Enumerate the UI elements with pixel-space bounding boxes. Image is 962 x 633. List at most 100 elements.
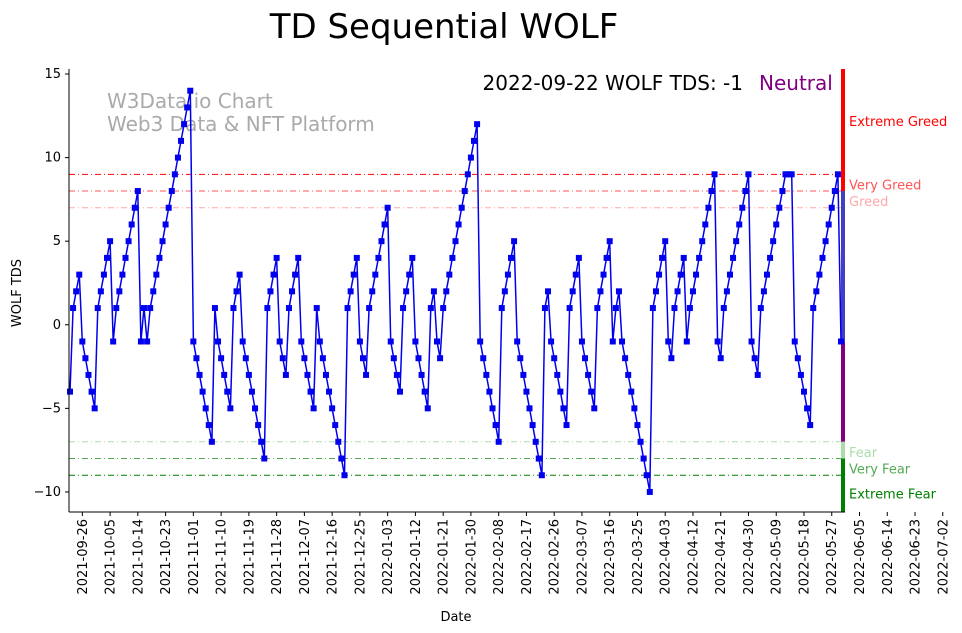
data-point [452, 238, 459, 245]
x-tick-label: 2022-03-07 [575, 519, 590, 595]
data-point [612, 305, 619, 312]
data-point [563, 422, 570, 429]
data-point [822, 238, 829, 245]
data-point [227, 405, 234, 412]
data-point [730, 254, 737, 261]
data-point [205, 422, 212, 429]
data-point [474, 121, 481, 128]
data-point [517, 355, 524, 362]
data-point [791, 338, 798, 345]
data-point [310, 405, 317, 412]
data-point [141, 305, 148, 312]
x-tick-label: 2021-11-19 [242, 519, 257, 595]
data-point [659, 254, 666, 261]
threshold-label: Very Fear [849, 463, 911, 478]
data-point [797, 371, 804, 378]
data-point [264, 305, 271, 312]
x-tick-label: 2022-01-12 [409, 519, 424, 595]
data-point [304, 371, 311, 378]
x-tick-label: 2021-12-16 [326, 519, 341, 595]
data-point [421, 388, 428, 395]
data-point [828, 204, 835, 211]
threshold-label: Fear [849, 446, 878, 461]
data-point [211, 305, 218, 312]
data-point [415, 355, 422, 362]
data-point [471, 137, 478, 144]
x-tick-label: 2022-06-05 [853, 519, 868, 595]
data-point [233, 288, 240, 295]
data-point [800, 388, 807, 395]
data-point [332, 422, 339, 429]
data-point [760, 288, 767, 295]
data-point [554, 371, 561, 378]
data-point [107, 238, 114, 245]
data-point [834, 171, 841, 178]
data-point [70, 305, 77, 312]
data-point [637, 438, 644, 445]
data-point [671, 305, 678, 312]
data-point [248, 388, 255, 395]
data-point [390, 355, 397, 362]
data-point [665, 338, 672, 345]
data-point [384, 204, 391, 211]
data-point [674, 288, 681, 295]
data-point [409, 254, 416, 261]
y-tick-label: 15 [44, 67, 61, 82]
data-point [649, 305, 656, 312]
data-point [156, 254, 163, 261]
data-point [535, 455, 542, 462]
data-point [529, 422, 536, 429]
data-point [119, 271, 126, 278]
data-point [292, 271, 299, 278]
x-tick-label: 2021-10-23 [159, 519, 174, 595]
data-point [807, 422, 814, 429]
x-tick-label: 2022-03-16 [603, 519, 618, 595]
x-tick-label: 2021-10-05 [104, 519, 119, 595]
data-point [437, 355, 444, 362]
data-point [199, 388, 206, 395]
y-tick-label: 5 [53, 234, 61, 249]
data-point [298, 338, 305, 345]
data-point [440, 305, 447, 312]
data-point [825, 221, 832, 228]
data-point [168, 188, 175, 195]
latest-status-label: Neutral [759, 71, 833, 95]
data-point [76, 271, 83, 278]
x-tick-label: 2021-11-01 [187, 519, 202, 595]
threshold-label: Extreme Fear [849, 488, 937, 503]
data-point [285, 305, 292, 312]
data-point [378, 238, 385, 245]
data-point [372, 271, 379, 278]
data-point [677, 271, 684, 278]
data-point [588, 388, 595, 395]
data-point [73, 288, 80, 295]
x-axis-label: Date [440, 610, 471, 625]
data-point [131, 204, 138, 211]
zone-fear [841, 441, 845, 459]
data-point [369, 288, 376, 295]
x-tick-label: 2021-11-10 [215, 519, 230, 595]
x-tick-label: 2022-07-02 [936, 519, 951, 595]
data-point [418, 371, 425, 378]
data-point [538, 472, 545, 479]
data-point [656, 271, 663, 278]
x-tick-label: 2022-04-21 [714, 519, 729, 595]
data-point [480, 355, 487, 362]
data-point [393, 371, 400, 378]
data-point [514, 338, 521, 345]
data-point [785, 171, 792, 178]
data-point [396, 388, 403, 395]
data-point [104, 254, 111, 261]
data-point [810, 305, 817, 312]
data-point [267, 288, 274, 295]
data-point [261, 455, 268, 462]
x-tick-label: 2021-12-25 [353, 519, 368, 595]
data-point [726, 271, 733, 278]
data-point [178, 137, 185, 144]
data-point [794, 355, 801, 362]
data-point [307, 388, 314, 395]
data-point [662, 238, 669, 245]
sentiment-zone-bar [841, 69, 845, 512]
data-point [646, 488, 653, 495]
data-point [412, 338, 419, 345]
